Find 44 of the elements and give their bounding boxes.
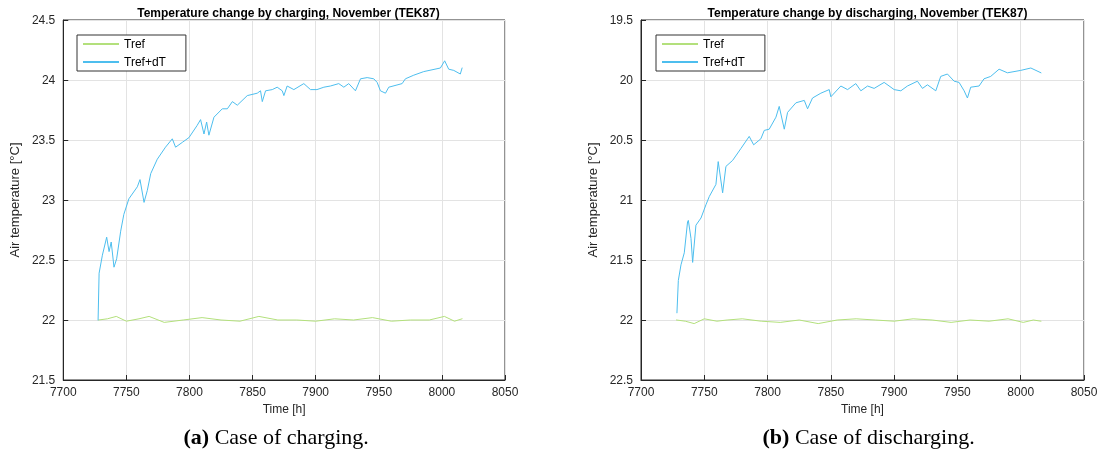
x-tick-label: 7700: [627, 385, 655, 399]
x-axis-title: Time [h]: [262, 401, 306, 416]
y-tick-label: 20: [619, 73, 634, 87]
x-tick-label: 7700: [49, 385, 77, 399]
y-tick-label: 19.5: [609, 13, 634, 27]
x-tick-label: 7800: [176, 385, 204, 399]
text: (a) Case of charging.: [183, 423, 369, 449]
chart-title: Temperature change by discharging, November (TEK87): [707, 6, 1028, 20]
x-tick-label: 8000: [428, 385, 456, 399]
y-tick-label: 22: [619, 313, 634, 327]
chart-title: Temperature change by charging, November (TEK87): [137, 6, 440, 20]
y-axis-title: Air temperature [°C]: [584, 142, 600, 258]
y-tick-label: 24: [41, 73, 56, 87]
y-tick-label: 21.5: [31, 373, 56, 387]
x-tick-label: 7950: [365, 385, 393, 399]
text: (b) Case of discharging.: [762, 423, 975, 449]
line-series: [98, 315, 463, 323]
y-tick-label: 22: [41, 313, 56, 327]
y-axis-title: Air temperature [°C]: [7, 142, 22, 258]
legend-label: Tref+dT: [703, 55, 746, 69]
y-tick-label: 24.5: [31, 13, 56, 27]
y-tick-label: 21: [619, 193, 634, 207]
x-tick-label: 7750: [690, 385, 718, 399]
y-tick-label: 23.5: [31, 133, 56, 147]
x-tick-label: 7750: [113, 385, 141, 399]
x-tick-label: 7850: [239, 385, 267, 399]
x-tick-label: 7850: [817, 385, 845, 399]
x-tick-label: 8050: [1070, 385, 1098, 399]
y-tick-label: 21.5: [609, 253, 634, 267]
x-tick-label: 7900: [302, 385, 330, 399]
line-series: [676, 67, 1042, 314]
x-axis-title: Time [h]: [841, 401, 884, 416]
x-tick-label: 7950: [944, 385, 972, 399]
legend-label: Tref: [124, 37, 146, 51]
legend-label: Tref+dT: [124, 55, 167, 69]
y-tick-label: 20.5: [609, 133, 634, 147]
x-tick-label: 7800: [754, 385, 782, 399]
x-tick-label: 7900: [880, 385, 908, 399]
legend-label: Tref: [703, 37, 725, 51]
x-tick-label: 8050: [491, 385, 519, 399]
y-tick-label: 22.5: [31, 253, 56, 267]
y-tick-label: 22.5: [609, 373, 634, 387]
x-tick-label: 8000: [1007, 385, 1035, 399]
y-tick-label: 23: [41, 193, 56, 207]
